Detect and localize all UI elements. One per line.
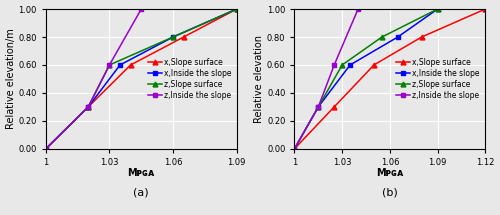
x,Inside the slope [316, 106, 322, 108]
x,Inside the slope [117, 64, 123, 66]
z,Inside the slope [331, 64, 337, 66]
z,Slope surface [43, 147, 49, 150]
X-axis label: Mᴘɢᴀ: Mᴘɢᴀ [376, 168, 404, 178]
Line: x,Inside the slope: x,Inside the slope [44, 7, 239, 151]
Line: z,Inside the slope: z,Inside the slope [44, 7, 144, 151]
x,Slope surface [43, 147, 49, 150]
z,Inside the slope [292, 147, 298, 150]
x,Inside the slope [395, 36, 401, 38]
x,Slope surface [418, 36, 424, 38]
x,Slope surface [234, 8, 239, 10]
z,Slope surface [316, 106, 322, 108]
x,Slope surface [371, 64, 377, 66]
x,Slope surface [331, 106, 337, 108]
x,Inside the slope [170, 36, 176, 38]
X-axis label: Mᴘɢᴀ: Mᴘɢᴀ [128, 168, 155, 178]
x,Slope surface [292, 147, 298, 150]
Legend: x,Slope surface, x,Inside the slope, z,Slope surface, z,Inside the slope: x,Slope surface, x,Inside the slope, z,S… [146, 57, 233, 101]
z,Inside the slope [138, 8, 144, 10]
z,Slope surface [339, 64, 345, 66]
z,Inside the slope [106, 64, 112, 66]
Y-axis label: Relative elevation/m: Relative elevation/m [6, 29, 16, 129]
Line: z,Slope surface: z,Slope surface [292, 7, 440, 151]
z,Inside the slope [43, 147, 49, 150]
x,Inside the slope [347, 64, 353, 66]
z,Slope surface [434, 8, 440, 10]
x,Slope surface [180, 36, 186, 38]
z,Inside the slope [355, 8, 361, 10]
z,Inside the slope [86, 106, 91, 108]
z,Slope surface [106, 64, 112, 66]
x,Slope surface [128, 64, 134, 66]
x,Inside the slope [292, 147, 298, 150]
Text: (a): (a) [134, 188, 149, 198]
x,Inside the slope [43, 147, 49, 150]
z,Inside the slope [316, 106, 322, 108]
x,Slope surface [482, 8, 488, 10]
Line: z,Inside the slope: z,Inside the slope [292, 7, 360, 151]
Legend: x,Slope surface, x,Inside the slope, z,Slope surface, z,Inside the slope: x,Slope surface, x,Inside the slope, z,S… [395, 57, 482, 101]
x,Inside the slope [86, 106, 91, 108]
Line: z,Slope surface: z,Slope surface [44, 7, 239, 151]
x,Inside the slope [434, 8, 440, 10]
Y-axis label: Relative elevation: Relative elevation [254, 35, 264, 123]
x,Slope surface [86, 106, 91, 108]
z,Slope surface [170, 36, 176, 38]
Line: x,Slope surface: x,Slope surface [44, 7, 239, 151]
Line: x,Slope surface: x,Slope surface [292, 7, 488, 151]
x,Inside the slope [234, 8, 239, 10]
Text: (b): (b) [382, 188, 398, 198]
z,Slope surface [292, 147, 298, 150]
Line: x,Inside the slope: x,Inside the slope [292, 7, 440, 151]
z,Slope surface [86, 106, 91, 108]
z,Slope surface [234, 8, 239, 10]
z,Slope surface [379, 36, 385, 38]
